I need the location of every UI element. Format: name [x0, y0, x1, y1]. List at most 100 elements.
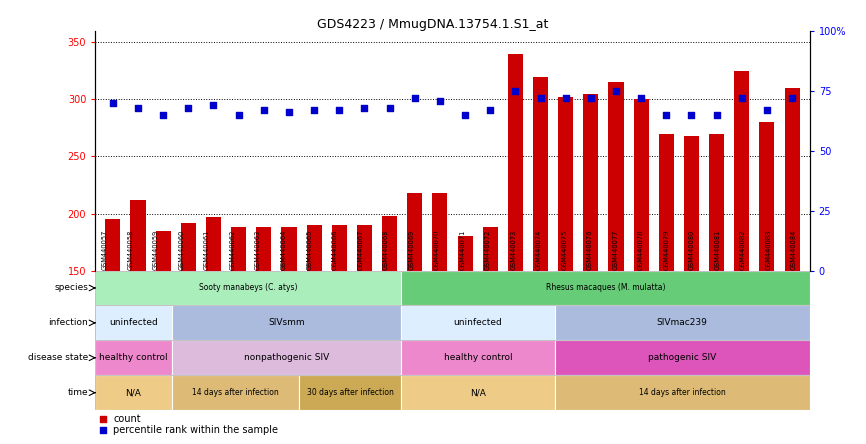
Text: GSM440057: GSM440057 [102, 229, 108, 270]
Point [181, 104, 195, 111]
Bar [482, 227, 498, 441]
Point [257, 107, 271, 114]
Point [383, 104, 397, 111]
Bar [171, 305, 402, 341]
Bar [95, 375, 171, 410]
Text: GSM440078: GSM440078 [638, 229, 643, 270]
Text: GSM440077: GSM440077 [612, 229, 618, 270]
Text: GSM440058: GSM440058 [127, 229, 133, 270]
Text: GSM440081: GSM440081 [714, 230, 721, 270]
Text: GSM440060: GSM440060 [178, 229, 184, 270]
Bar [357, 225, 372, 441]
Text: SIVsmm: SIVsmm [268, 318, 305, 327]
Point [156, 111, 170, 119]
Text: GSM440076: GSM440076 [587, 229, 593, 270]
Bar [759, 122, 774, 441]
Bar [533, 77, 548, 441]
Text: GSM440074: GSM440074 [536, 229, 542, 270]
Text: count: count [113, 414, 141, 424]
Point [96, 427, 110, 434]
Text: GSM440082: GSM440082 [740, 229, 746, 270]
Point [609, 87, 623, 95]
Bar [402, 305, 554, 341]
Point [735, 95, 749, 102]
Point [408, 95, 422, 102]
Bar [332, 225, 346, 441]
Bar [402, 270, 810, 305]
Text: time: time [68, 388, 88, 397]
Bar [307, 225, 321, 441]
Text: GSM440064: GSM440064 [281, 229, 287, 270]
Text: healthy control: healthy control [100, 353, 168, 362]
Point [584, 95, 598, 102]
Bar [231, 227, 246, 441]
Text: 30 days after infection: 30 days after infection [307, 388, 394, 397]
Bar [432, 193, 448, 441]
Point [760, 107, 774, 114]
Text: uninfected: uninfected [454, 318, 502, 327]
Bar [382, 216, 397, 441]
Point [659, 111, 673, 119]
Text: 14 days after infection: 14 days after infection [192, 388, 279, 397]
Point [710, 111, 724, 119]
Bar [709, 134, 724, 441]
Text: GSM440059: GSM440059 [153, 230, 159, 270]
Bar [684, 136, 699, 441]
Bar [407, 193, 423, 441]
Point [358, 104, 372, 111]
Text: percentile rank within the sample: percentile rank within the sample [113, 425, 278, 435]
Text: GSM440084: GSM440084 [791, 229, 797, 270]
Bar [457, 236, 473, 441]
Bar [171, 375, 300, 410]
Text: GDS4223 / MmugDNA.13754.1.S1_at: GDS4223 / MmugDNA.13754.1.S1_at [317, 18, 549, 31]
Text: GSM440063: GSM440063 [255, 230, 262, 270]
Bar [402, 375, 554, 410]
Bar [131, 200, 145, 441]
Text: GSM440071: GSM440071 [459, 230, 465, 270]
Bar [659, 134, 674, 441]
Text: GSM440062: GSM440062 [229, 229, 236, 270]
Point [333, 107, 346, 114]
Bar [95, 341, 171, 375]
Text: 14 days after infection: 14 days after infection [639, 388, 726, 397]
Text: healthy control: healthy control [443, 353, 513, 362]
Bar [634, 99, 649, 441]
Text: pathogenic SIV: pathogenic SIV [648, 353, 716, 362]
Bar [554, 341, 810, 375]
Point [684, 111, 698, 119]
Bar [584, 94, 598, 441]
Text: uninfected: uninfected [109, 318, 158, 327]
Bar [554, 375, 810, 410]
Point [785, 95, 799, 102]
Point [307, 107, 321, 114]
Text: GSM440065: GSM440065 [307, 229, 312, 270]
Text: Rhesus macaques (M. mulatta): Rhesus macaques (M. mulatta) [546, 283, 665, 293]
Bar [181, 222, 196, 441]
Bar [402, 341, 554, 375]
Point [559, 95, 572, 102]
Bar [559, 97, 573, 441]
Point [433, 97, 447, 104]
Bar [609, 83, 624, 441]
Bar [106, 219, 120, 441]
Text: GSM440073: GSM440073 [510, 230, 516, 270]
Bar [785, 88, 799, 441]
Text: nonpathogenic SIV: nonpathogenic SIV [244, 353, 329, 362]
Bar [256, 227, 271, 441]
Text: GSM440080: GSM440080 [688, 229, 695, 270]
Point [232, 111, 246, 119]
Point [508, 87, 522, 95]
Point [458, 111, 472, 119]
Text: SIVmac239: SIVmac239 [656, 318, 708, 327]
Bar [300, 375, 402, 410]
Point [483, 107, 497, 114]
Text: GSM440072: GSM440072 [485, 229, 491, 270]
Bar [95, 270, 402, 305]
Text: GSM440075: GSM440075 [561, 229, 567, 270]
Bar [507, 54, 523, 441]
Text: Sooty manabeys (C. atys): Sooty manabeys (C. atys) [199, 283, 298, 293]
Bar [95, 305, 171, 341]
Bar [734, 71, 749, 441]
Text: N/A: N/A [126, 388, 141, 397]
Point [282, 109, 296, 116]
